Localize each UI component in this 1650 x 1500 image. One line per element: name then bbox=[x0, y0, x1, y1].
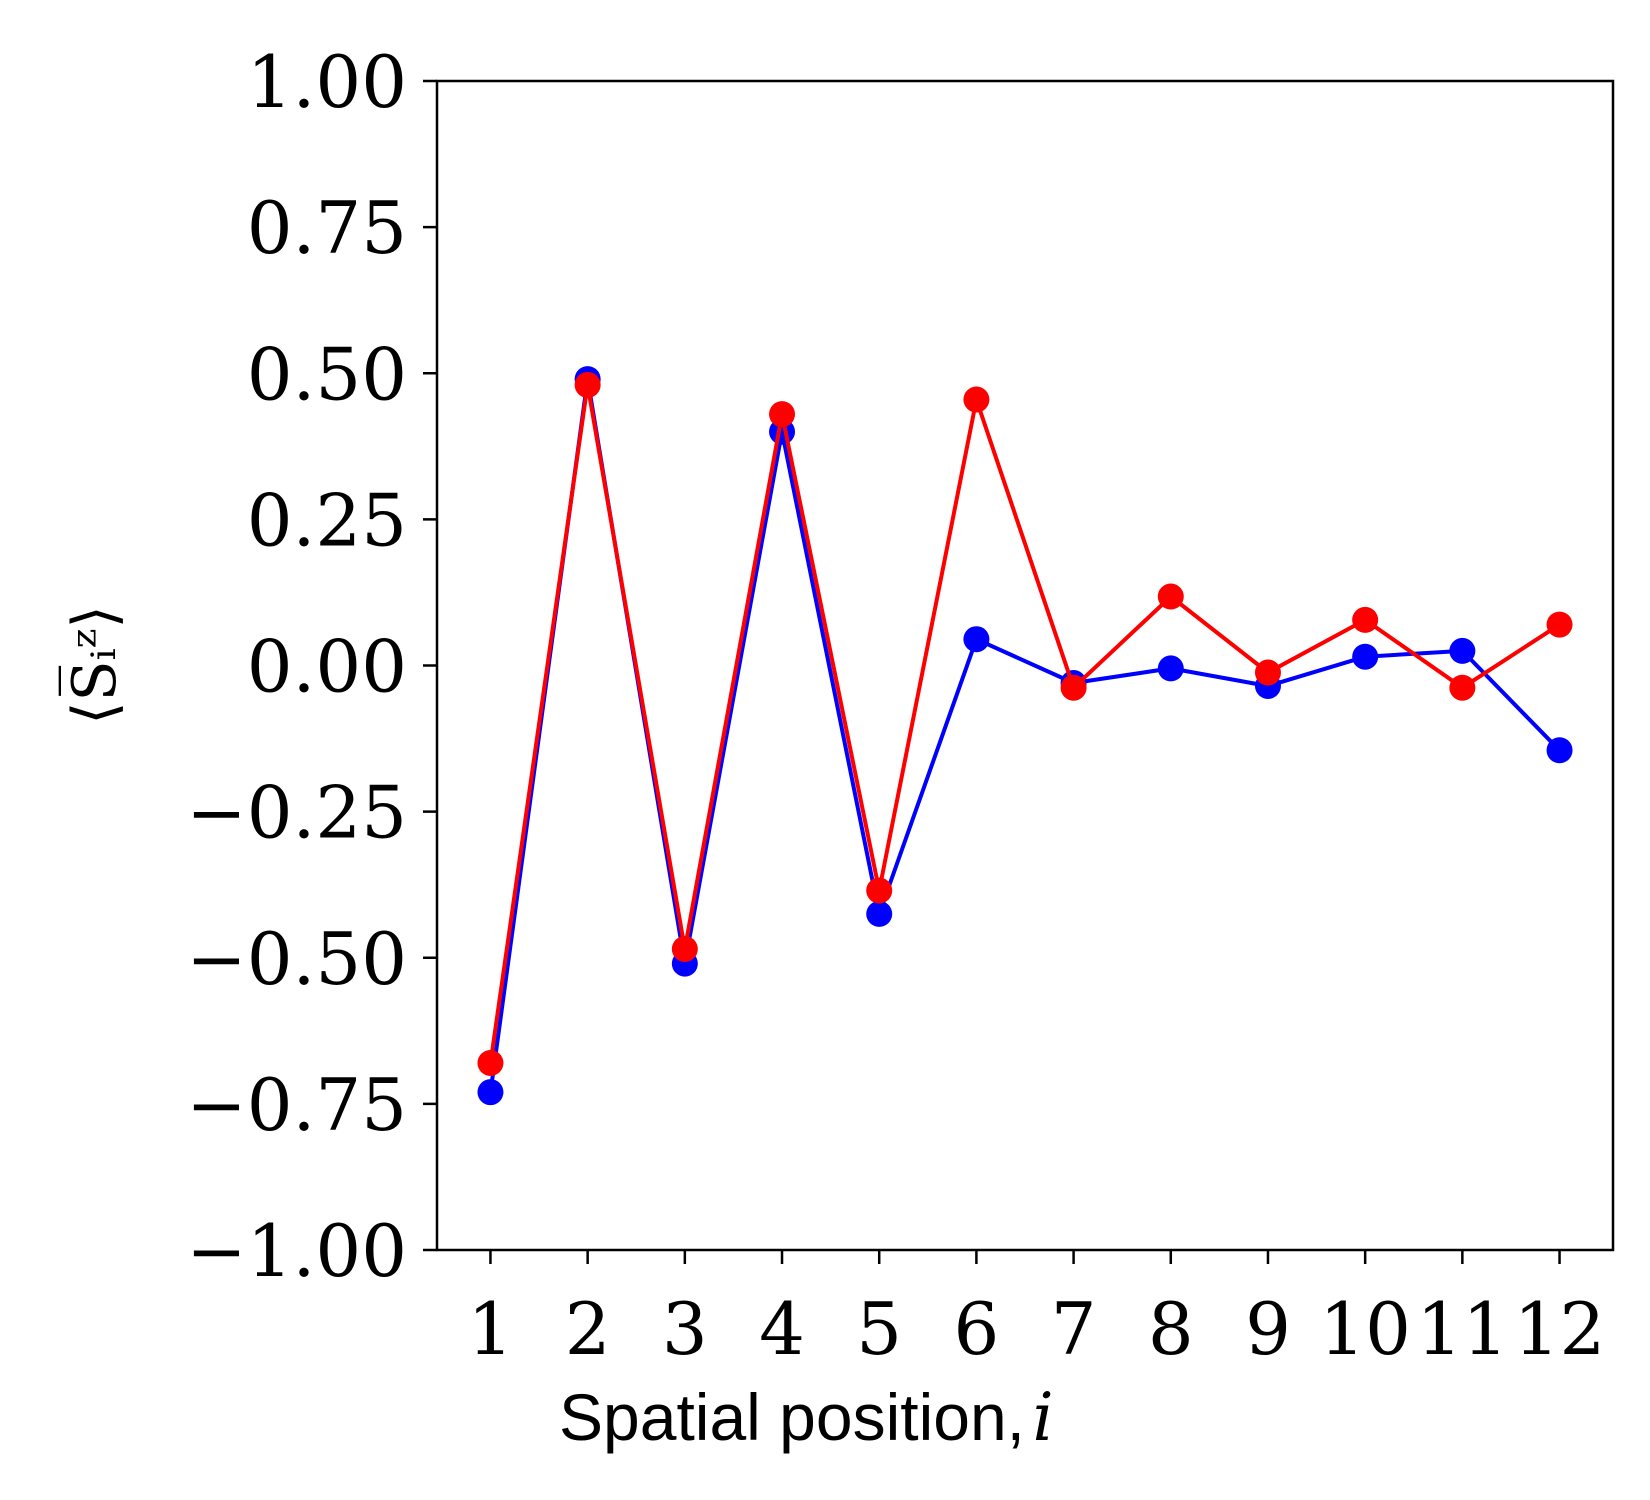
data-point bbox=[1352, 606, 1379, 633]
y-tick-label: 0.50 bbox=[247, 332, 407, 416]
data-point bbox=[1546, 737, 1573, 764]
x-tick-label: 1 bbox=[468, 1287, 514, 1371]
data-point bbox=[1449, 674, 1476, 701]
data-point bbox=[963, 386, 990, 413]
y-tick-label: −0.50 bbox=[186, 917, 407, 1001]
data-point bbox=[1157, 655, 1184, 682]
series-layer bbox=[477, 366, 1573, 1106]
x-tick-label: 12 bbox=[1514, 1287, 1606, 1371]
y-axis: 1.00 0.75 0.50 0.25 0.00 −0.25 −0.50 −0.75 −1.00 bbox=[186, 40, 437, 1293]
x-tick-label: 11 bbox=[1417, 1287, 1509, 1371]
data-point bbox=[1352, 643, 1379, 670]
data-point bbox=[866, 900, 893, 927]
x-tick-label: 7 bbox=[1051, 1287, 1097, 1371]
plot-area-frame bbox=[435, 79, 1615, 1252]
series-2 bbox=[477, 371, 1573, 1076]
y-tick-label: 0.00 bbox=[247, 625, 407, 709]
data-point bbox=[477, 1049, 504, 1076]
y-tick-label: −0.25 bbox=[186, 771, 407, 855]
x-tick-label: 10 bbox=[1319, 1287, 1411, 1371]
x-axis-label: Spatial position, bbox=[559, 1380, 1025, 1454]
x-tick-label: 8 bbox=[1148, 1287, 1194, 1371]
x-tick-label: 2 bbox=[565, 1287, 611, 1371]
data-point bbox=[769, 401, 796, 428]
data-point bbox=[963, 626, 990, 653]
y-tick-label: 1.00 bbox=[247, 40, 407, 124]
y-tick-label: 0.75 bbox=[247, 186, 407, 270]
data-point bbox=[1254, 659, 1281, 686]
data-point bbox=[1157, 583, 1184, 610]
data-point bbox=[574, 371, 601, 398]
data-point bbox=[866, 877, 893, 904]
series-line bbox=[488, 382, 1561, 1064]
y-tick-label: −1.00 bbox=[186, 1209, 407, 1293]
data-point bbox=[477, 1079, 504, 1106]
x-tick-label: 5 bbox=[856, 1287, 902, 1371]
data-point bbox=[1449, 637, 1476, 664]
data-point bbox=[1546, 611, 1573, 638]
x-tick-label: 6 bbox=[953, 1287, 999, 1371]
series-1 bbox=[477, 366, 1573, 1106]
y-tick-label: 0.25 bbox=[247, 478, 407, 562]
x-tick-label: 4 bbox=[759, 1287, 805, 1371]
x-axis: 1 2 3 4 5 6 7 8 9 10 11 12 bbox=[468, 1250, 1606, 1371]
x-tick-label: 9 bbox=[1245, 1287, 1291, 1371]
y-tick-label: −0.75 bbox=[186, 1063, 407, 1147]
data-point bbox=[671, 935, 698, 962]
data-point bbox=[1060, 674, 1087, 701]
series-line bbox=[488, 377, 1561, 1093]
x-tick-label: 3 bbox=[662, 1287, 708, 1371]
y-axis-label: ⟨S̅ᵢᶻ⟩ bbox=[58, 605, 130, 725]
x-axis-label-variable: i bbox=[1032, 1379, 1053, 1456]
